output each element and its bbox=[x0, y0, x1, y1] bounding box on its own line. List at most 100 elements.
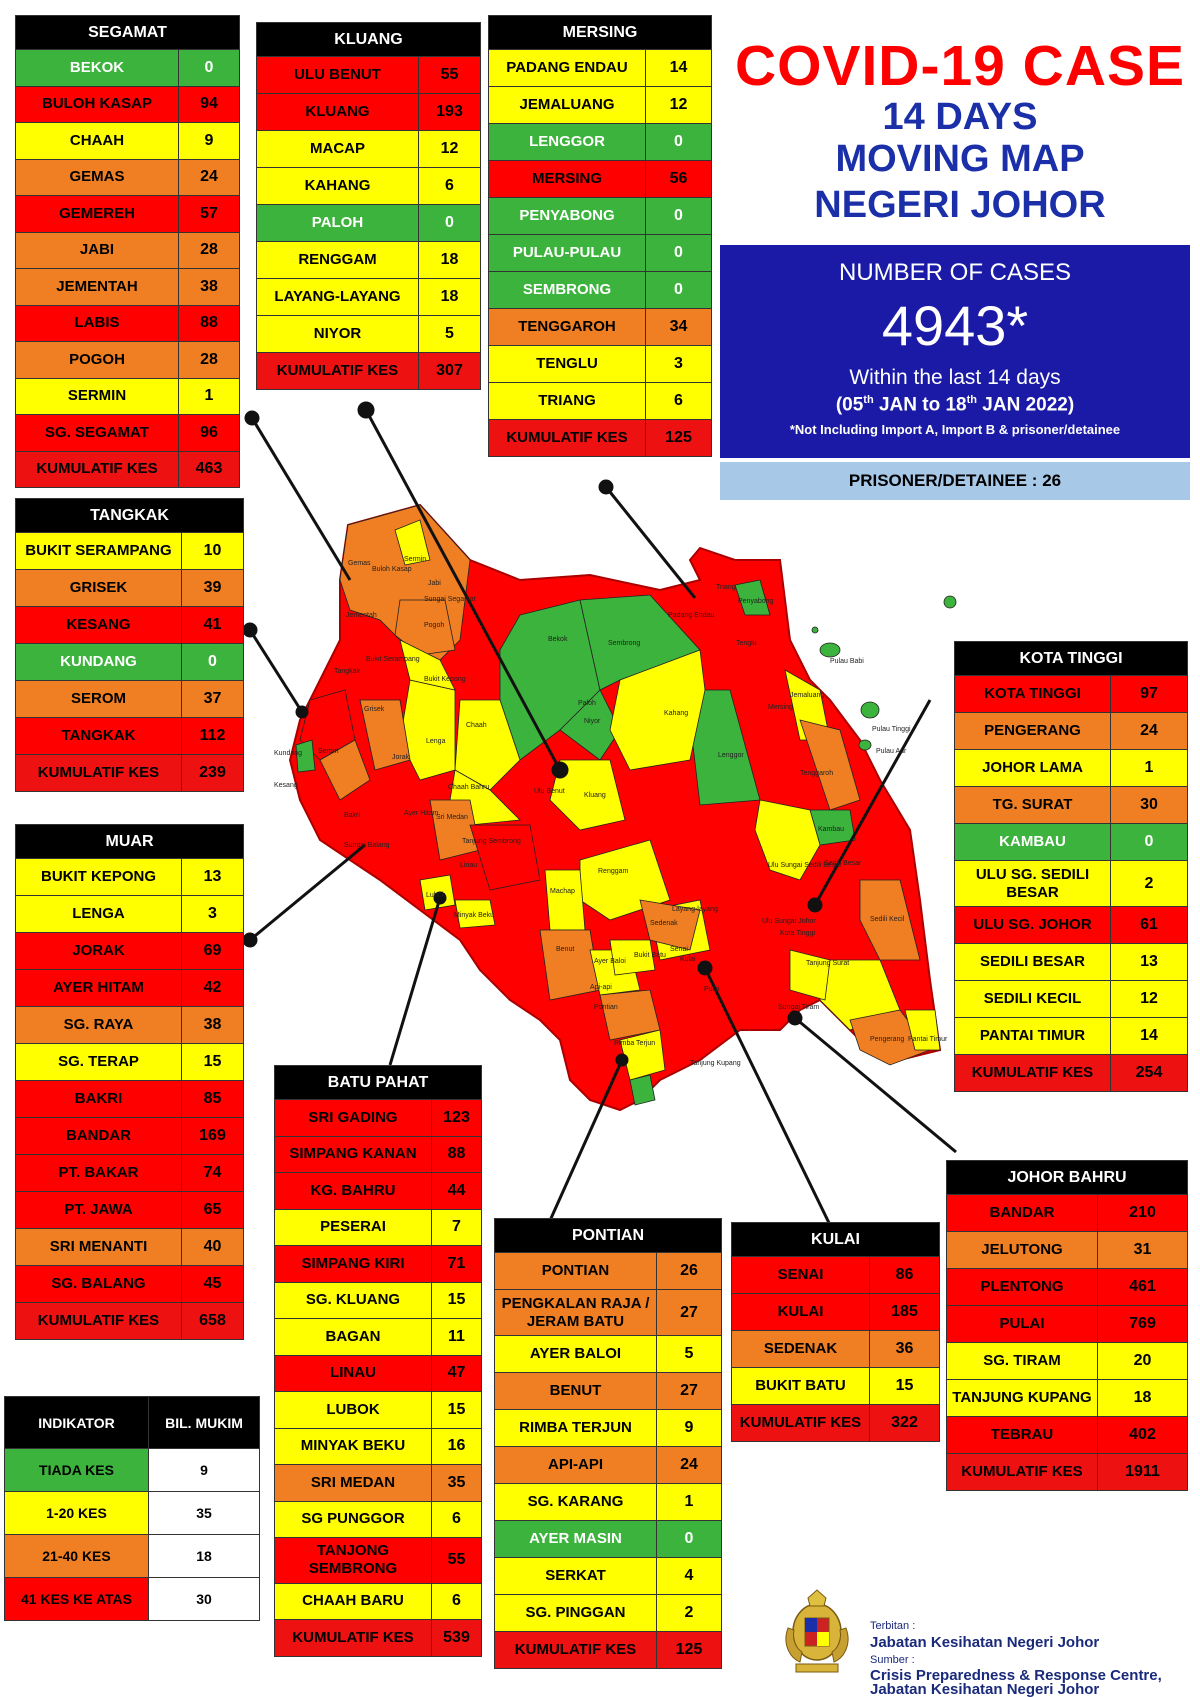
table-row: PT. JAWA 65 bbox=[15, 1191, 244, 1229]
mukim-cases: 0 bbox=[645, 234, 712, 272]
map-area-label: Minyak Beku bbox=[454, 912, 495, 919]
map-area-label: Lenggor bbox=[718, 752, 744, 759]
mukim-name: CHAAH bbox=[15, 122, 179, 160]
map-area-label: Pogoh bbox=[424, 622, 445, 629]
table-row: PADANG ENDAU 14 bbox=[488, 49, 712, 87]
legend-header-count: BIL. MUKIM bbox=[148, 1396, 260, 1449]
table-row: KUMULATIF KES 1911 bbox=[946, 1453, 1188, 1491]
district-title: PONTIAN bbox=[494, 1218, 722, 1253]
mukim-cases: 0 bbox=[645, 271, 712, 309]
mukim-cases: 27 bbox=[656, 1288, 722, 1337]
table-row: SERMIN 1 bbox=[15, 377, 240, 415]
map-area-label: Pontian bbox=[594, 1004, 618, 1011]
table-row: BUKIT KEPONG 13 bbox=[15, 858, 244, 896]
map-region-kundang bbox=[295, 739, 316, 773]
map-area-label: Pulai bbox=[704, 986, 720, 993]
table-row: KAMBAU 0 bbox=[954, 823, 1188, 861]
mukim-cases: 18 bbox=[418, 241, 481, 279]
mukim-name: KUMULATIF KES bbox=[954, 1054, 1111, 1093]
map-region-sedenak bbox=[639, 899, 701, 951]
map-area-label: Kahang bbox=[664, 710, 689, 717]
mukim-name: BANDAR bbox=[15, 1117, 182, 1155]
map-area-label: Chaah bbox=[466, 722, 487, 729]
mukim-cases: 125 bbox=[656, 1631, 722, 1670]
mukim-name: CHAAH BARU bbox=[274, 1582, 432, 1621]
mukim-name: BULOH KASAP bbox=[15, 85, 179, 123]
table-row: BEKOK 0 bbox=[15, 49, 240, 87]
map-area-label: Gemas bbox=[348, 560, 371, 567]
mukim-cases: 9 bbox=[178, 122, 240, 160]
mukim-name: KG. BAHRU bbox=[274, 1172, 432, 1210]
page-title: COVID-19 CASE bbox=[734, 34, 1186, 98]
pointer-kluang bbox=[364, 409, 562, 771]
mukim-name: PANTAI TIMUR bbox=[954, 1017, 1111, 1056]
table-pontian: PONTIAN PONTIAN 26 PENGKALAN RAJA / JERAM B… bbox=[494, 1218, 722, 1670]
table-row: BAGAN 11 bbox=[274, 1318, 482, 1356]
mukim-name: RIMBA TERJUN bbox=[494, 1409, 657, 1448]
map-area-label: Lenga bbox=[426, 738, 446, 745]
table-row: PENGERANG 24 bbox=[954, 712, 1188, 750]
mukim-cases: 97 bbox=[1110, 675, 1188, 713]
table-row: POGOH 28 bbox=[15, 341, 240, 379]
district-title: TANGKAK bbox=[15, 498, 244, 533]
credit-published-by: Jabatan Kesihatan Negeri Johor bbox=[870, 1634, 1100, 1651]
mukim-name: JOHOR LAMA bbox=[954, 749, 1111, 787]
table-row: SG. TERAP 15 bbox=[15, 1043, 244, 1081]
mukim-cases: 461 bbox=[1097, 1268, 1188, 1306]
map-area-label: Ayer Hitam bbox=[404, 810, 439, 817]
pointer-mersing bbox=[604, 486, 697, 599]
mukim-name: JORAK bbox=[15, 932, 182, 970]
map-area-label: Pulau Tinggi bbox=[872, 726, 911, 733]
mukim-cases: 24 bbox=[178, 158, 240, 196]
mukim-name: LINAU bbox=[274, 1354, 432, 1392]
table-row: KUMULATIF KES 658 bbox=[15, 1302, 244, 1340]
map-region-bukit-kepong bbox=[399, 639, 456, 691]
mukim-name: BENUT bbox=[494, 1372, 657, 1411]
mukim-cases: 35 bbox=[431, 1464, 482, 1502]
mukim-name: AYER BALOI bbox=[494, 1335, 657, 1374]
mukim-name: BAGAN bbox=[274, 1318, 432, 1356]
table-row: SEDILI KECIL 12 bbox=[954, 980, 1188, 1019]
mukim-cases: 0 bbox=[645, 197, 712, 235]
map-area-label: Triang bbox=[716, 584, 736, 591]
mukim-cases: 55 bbox=[418, 56, 481, 94]
table-row: JELUTONG 31 bbox=[946, 1231, 1188, 1269]
mukim-name: SG. TIRAM bbox=[946, 1342, 1098, 1380]
cases-within: Within the last 14 days bbox=[849, 366, 1061, 389]
mukim-name: AYER MASIN bbox=[494, 1520, 657, 1559]
mukim-cases: 88 bbox=[178, 304, 240, 342]
mukim-cases: 6 bbox=[645, 382, 712, 420]
map-area-label: Bukit Serampang bbox=[366, 656, 420, 663]
mukim-cases: 539 bbox=[431, 1619, 482, 1657]
map-area-label: Kambau bbox=[818, 826, 845, 833]
table-kluang: KLUANG ULU BENUT 55 KLUANG 193 MACAP 12 KAHANG 6… bbox=[256, 22, 481, 390]
map-area-label: Pantai Timur bbox=[908, 1036, 948, 1043]
mukim-cases: 402 bbox=[1097, 1416, 1188, 1454]
map-region-bukit-batu bbox=[609, 939, 656, 976]
table-row: CHAAH BARU 6 bbox=[274, 1582, 482, 1621]
mukim-cases: 42 bbox=[181, 969, 244, 1007]
table-batu-pahat: BATU PAHAT SRI GADING 123 SIMPANG KANAN 88 KG… bbox=[274, 1065, 482, 1657]
mukim-cases: 14 bbox=[1110, 1017, 1188, 1056]
mukim-name: SG. TERAP bbox=[15, 1043, 182, 1081]
table-row: SRI MEDAN 35 bbox=[274, 1464, 482, 1502]
mukim-name: PENGKALAN RAJA / JERAM BATU bbox=[494, 1288, 657, 1337]
map-area-label: Sedenak bbox=[650, 920, 678, 927]
table-segamat: SEGAMAT BEKOK 0 BULOH KASAP 94 CHAAH 9 GEMAS 24 G… bbox=[15, 15, 240, 488]
mukim-cases: 7 bbox=[431, 1208, 482, 1246]
mukim-name: SG. RAYA bbox=[15, 1006, 182, 1044]
mukim-name: PLENTONG bbox=[946, 1268, 1098, 1306]
mukim-name: KUMULATIF KES bbox=[731, 1404, 870, 1442]
map-area-label: Bakri bbox=[344, 812, 360, 819]
mukim-cases: 658 bbox=[181, 1302, 244, 1340]
table-row: AYER BALOI 5 bbox=[494, 1335, 722, 1374]
map-area-label: Linau bbox=[460, 862, 478, 869]
table-row: KOTA TINGGI 97 bbox=[954, 675, 1188, 713]
table-row: ULU SG. SEDILI BESAR 2 bbox=[954, 859, 1188, 908]
mukim-name: SEMBRONG bbox=[488, 271, 646, 309]
map-area-label: Kesang bbox=[274, 782, 298, 789]
mukim-name: SRI GADING bbox=[274, 1099, 432, 1137]
mukim-cases: 86 bbox=[869, 1256, 940, 1294]
table-row: BUKIT SERAMPANG 10 bbox=[15, 532, 244, 570]
mukim-cases: 39 bbox=[181, 569, 244, 607]
